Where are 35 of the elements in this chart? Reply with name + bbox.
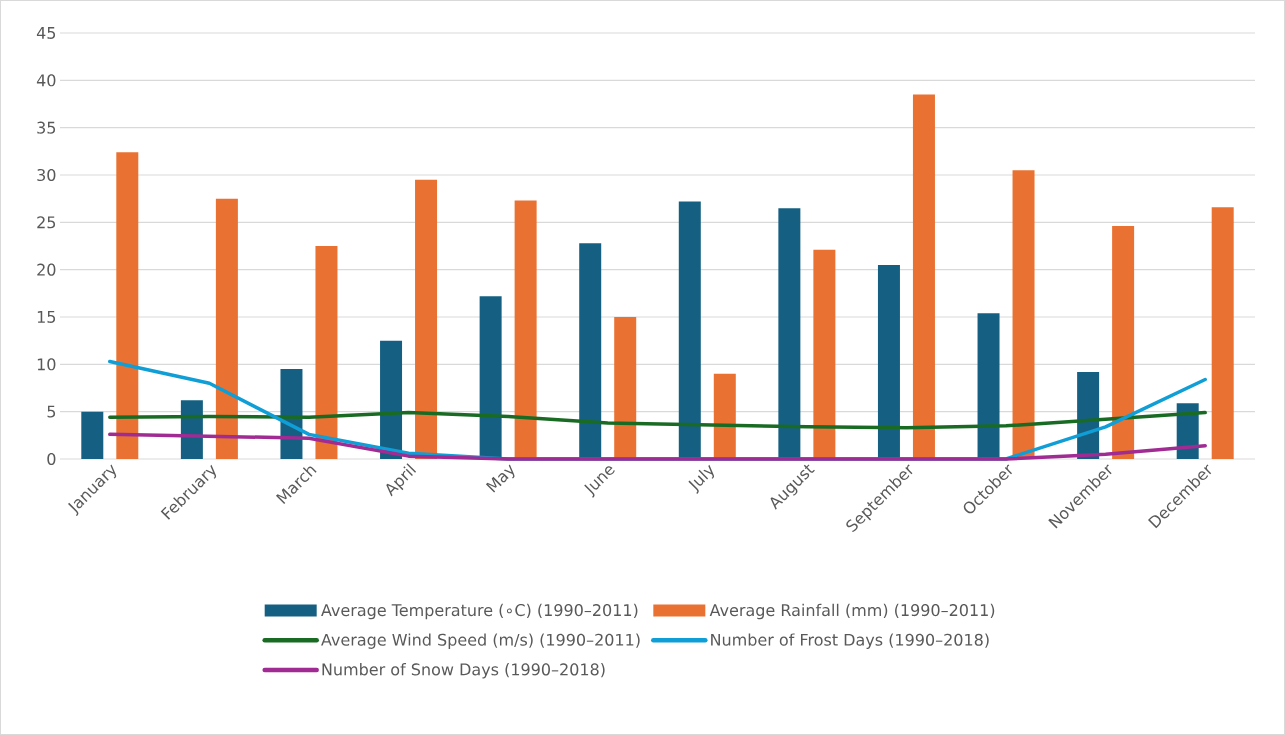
legend-label: Number of Frost Days (1990–2018) xyxy=(711,633,989,649)
bar xyxy=(778,208,801,459)
legend-label: Number of Snow Days (1990–2018) xyxy=(322,663,605,679)
bar xyxy=(614,316,637,459)
y-tick-label: 15 xyxy=(37,311,56,323)
bar xyxy=(713,373,736,459)
y-tick-label: 35 xyxy=(37,121,56,134)
bar xyxy=(380,340,403,459)
bar xyxy=(415,179,438,459)
legend-label: Average Temperature (∘C) (1990–2011) xyxy=(321,603,638,620)
bar xyxy=(215,198,238,459)
y-tick-label: 20 xyxy=(37,263,56,276)
bar xyxy=(116,152,139,459)
bar xyxy=(479,296,502,459)
y-tick-label: 10 xyxy=(37,358,56,371)
legend-label: Average Rainfall (mm) (1990–2011) xyxy=(709,603,995,620)
y-tick-label: 30 xyxy=(37,168,56,182)
bar xyxy=(81,411,104,459)
y-tick-label: 0 xyxy=(47,452,56,466)
bar xyxy=(912,94,935,459)
bar xyxy=(1112,226,1135,459)
y-tick-label: 45 xyxy=(36,27,56,39)
bar xyxy=(1012,170,1035,459)
bar xyxy=(579,243,602,459)
bar xyxy=(977,313,1000,459)
bar xyxy=(315,245,338,459)
bar xyxy=(877,264,900,459)
legend-label: Average Wind Speed (m/s) (1990–2011) xyxy=(321,633,640,649)
y-tick-label: 25 xyxy=(37,216,56,229)
bar xyxy=(678,201,701,459)
y-tick-label: 40 xyxy=(36,74,56,87)
y-tick-label: 5 xyxy=(47,405,56,418)
bar xyxy=(1211,207,1234,459)
bar xyxy=(813,249,836,459)
bar xyxy=(514,200,537,459)
